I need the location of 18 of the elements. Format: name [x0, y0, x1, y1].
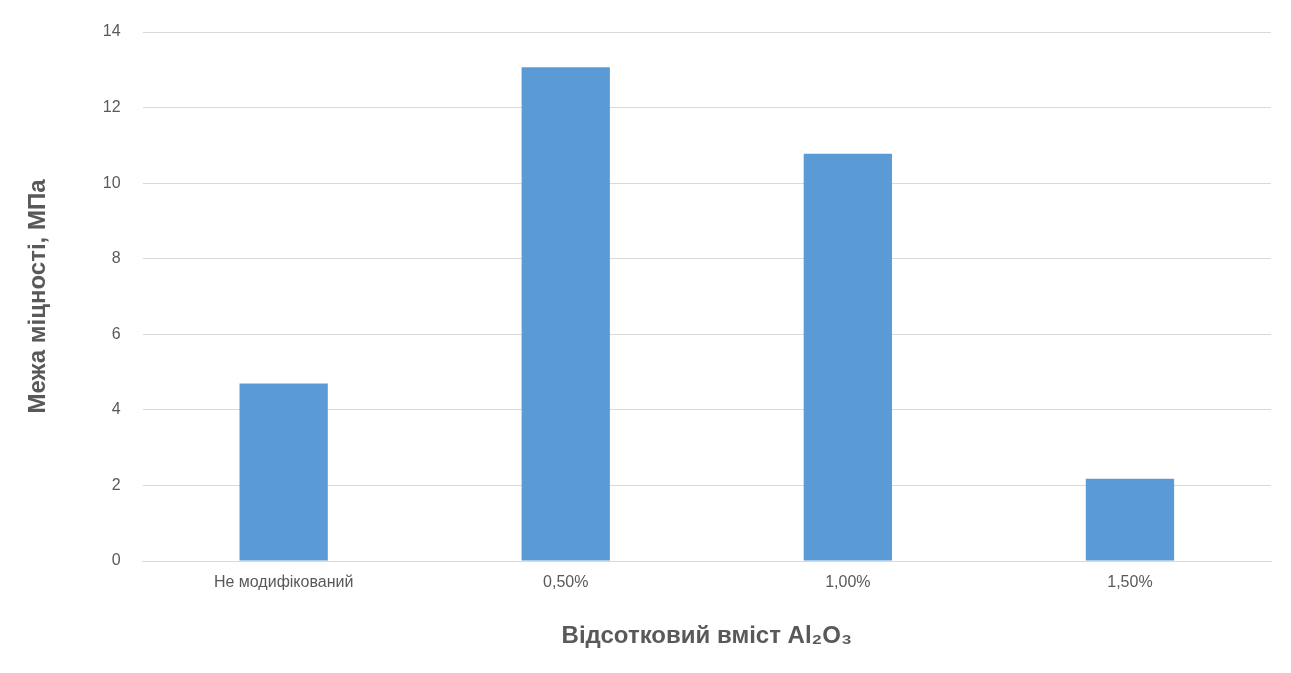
y-tick-label: 0: [111, 551, 121, 569]
bar: [1085, 478, 1175, 561]
bar: [521, 67, 610, 561]
x-tick-label: 1,00%: [825, 573, 871, 591]
x-tick-label: 0,50%: [543, 573, 589, 591]
y-tick-label: 8: [111, 249, 121, 267]
y-tick-label: 12: [102, 97, 121, 115]
y-tick-label: 10: [102, 173, 121, 191]
bar: [239, 383, 328, 561]
x-axis-title: Відсотковий вміст Al₂O₃: [561, 621, 853, 649]
bar: [803, 153, 892, 561]
x-tick-label: 1,50%: [1107, 573, 1153, 591]
y-axis-title: Межа міцності, МПа: [23, 178, 51, 414]
x-tick-label: Не модифікований: [213, 573, 354, 591]
y-tick-label: 6: [111, 324, 121, 342]
y-tick-label: 2: [111, 475, 121, 493]
y-tick-label: 14: [102, 22, 121, 40]
y-tick-label: 4: [111, 400, 121, 418]
